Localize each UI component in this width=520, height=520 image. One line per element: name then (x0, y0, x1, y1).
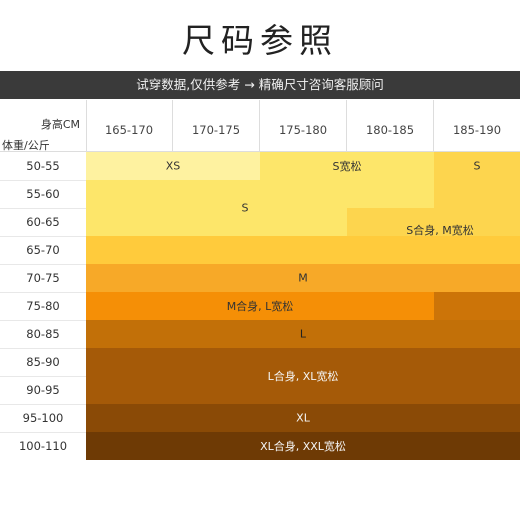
weight-row-label: 70-75 (26, 271, 60, 285)
table-corner: 身高CM 体重/公斤 (0, 100, 87, 152)
height-col-4: 180-185 (347, 100, 434, 151)
weight-row-label: 60-65 (26, 215, 60, 229)
row-divider (0, 376, 86, 377)
size-label-l-fit-xl-loose: L合身, XL宽松 (267, 370, 339, 383)
weight-row-label: 65-70 (26, 243, 60, 257)
height-col-1: 165-170 (86, 100, 173, 151)
row-divider (0, 348, 86, 349)
size-label-s-fit-m-loose: S合身, M宽松 (406, 224, 474, 237)
row-divider (0, 180, 86, 181)
size-zone-m (86, 264, 520, 292)
size-zone-l (86, 320, 520, 348)
height-axis-label: 身高CM (40, 118, 80, 131)
weight-row-label: 80-85 (26, 327, 60, 341)
size-zone-s (86, 208, 347, 236)
size-zone-s-loose (260, 152, 434, 180)
info-banner: 试穿数据,仅供参考 → 精确尺寸咨询客服顾问 (0, 71, 520, 99)
weight-axis-label: 体重/公斤 (2, 139, 50, 152)
size-zone-s-fit (86, 236, 520, 264)
row-divider (0, 404, 86, 405)
row-divider (0, 292, 86, 293)
height-col-2: 170-175 (173, 100, 260, 151)
weight-row-label: 95-100 (22, 411, 64, 425)
weight-row-label: 100-110 (18, 439, 68, 453)
row-divider (0, 208, 86, 209)
size-zone-s-top (434, 152, 520, 180)
size-zone-xs (86, 152, 260, 180)
size-label-l: L (299, 327, 307, 341)
size-zone-l-right (434, 292, 520, 320)
height-col-3: 175-180 (260, 100, 347, 151)
size-label-xl: XL (296, 411, 310, 425)
size-label-s-loose: S宽松 (332, 160, 362, 173)
size-label-xs: XS (165, 159, 181, 173)
weight-row-label: 85-90 (26, 355, 60, 369)
size-zone-l-fit (86, 348, 520, 404)
weight-row-label: 75-80 (26, 299, 60, 313)
page-title: 尺码参照 (182, 21, 338, 60)
size-label-m: M (298, 271, 308, 285)
size-label-s: S (241, 201, 249, 215)
size-label-s-top: S (473, 159, 481, 173)
size-chart: 身高CM 体重/公斤 165-170 170-175 175-180 180-1… (0, 100, 520, 520)
size-zone-s-m (434, 180, 520, 208)
weight-row-label: 90-95 (26, 383, 60, 397)
size-zone-s-fit (347, 208, 520, 236)
size-zone-xl-fit (86, 432, 520, 460)
size-zone-m-fit (86, 292, 434, 320)
row-divider (0, 432, 86, 433)
row-divider (0, 320, 86, 321)
size-zone-xl (86, 404, 520, 432)
row-divider (0, 264, 86, 265)
weight-row-label: 50-55 (26, 159, 60, 173)
weight-row-label: 55-60 (26, 187, 60, 201)
row-divider (0, 236, 86, 237)
header-divider (0, 151, 520, 152)
size-label-m-fit-l-loose: M合身, L宽松 (226, 300, 294, 313)
height-col-5: 185-190 (452, 123, 502, 137)
size-label-xl-fit-xxl-loose: XL合身, XXL宽松 (260, 440, 346, 453)
